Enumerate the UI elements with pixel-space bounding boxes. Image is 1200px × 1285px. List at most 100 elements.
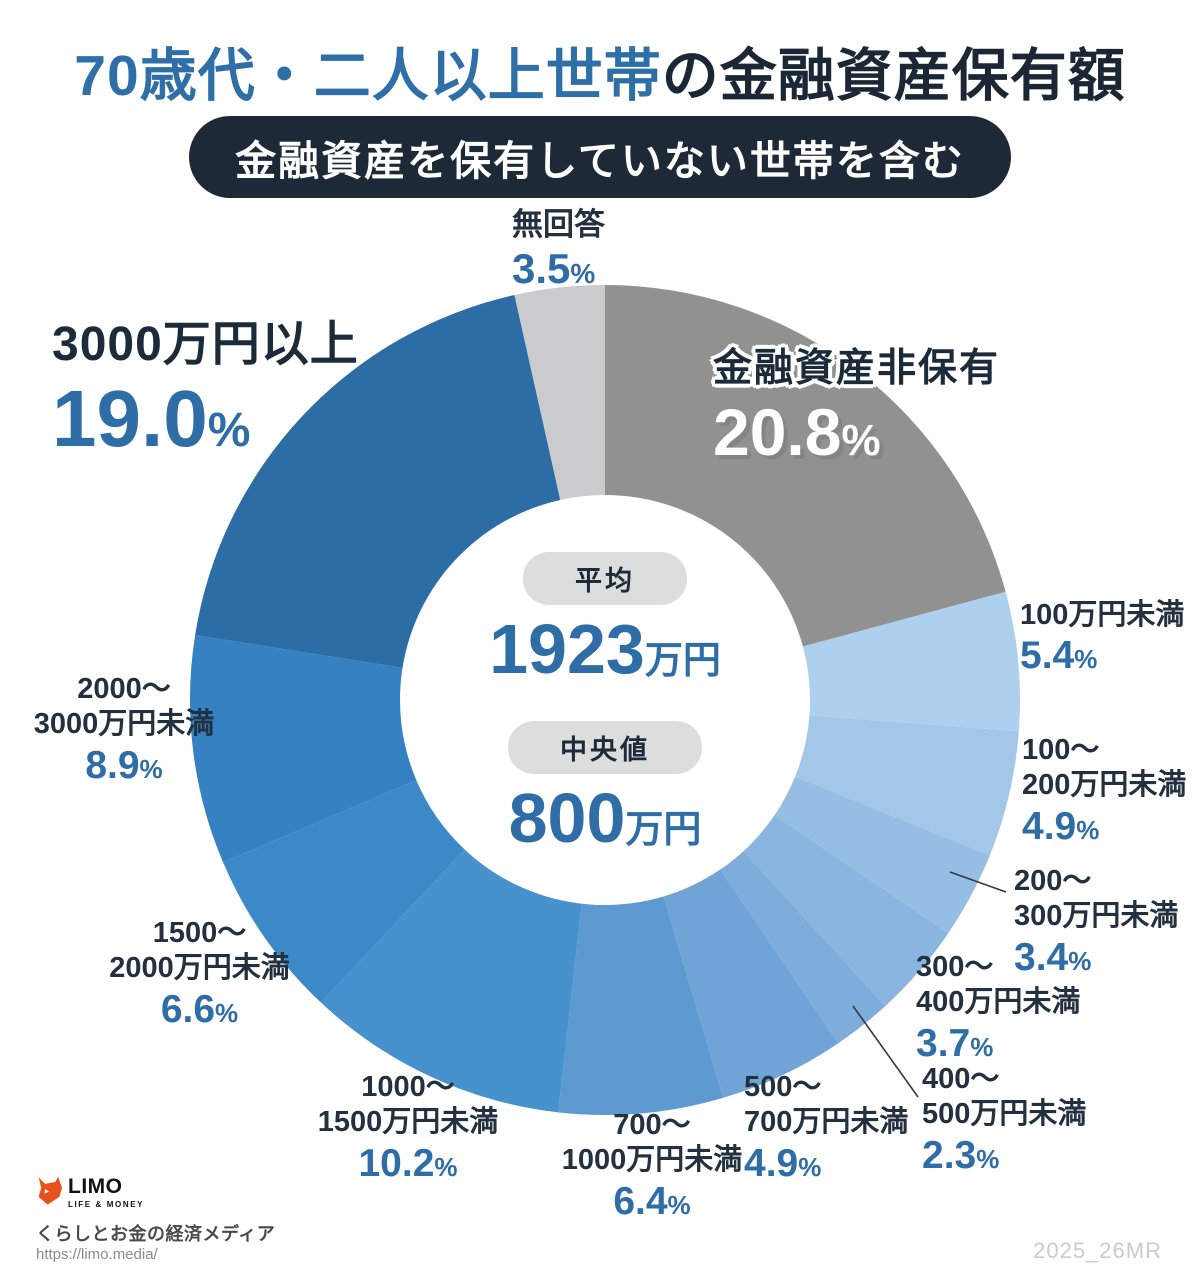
- callout-label: 300〜 400万円未満: [916, 950, 1080, 1021]
- callout-label-line1: 200〜: [1014, 865, 1092, 897]
- donut-slice-8: [320, 849, 582, 1113]
- logo-text: LIMO: [68, 1175, 123, 1198]
- donut-slice-12: [514, 285, 605, 500]
- callout-label: 400〜 500万円未満: [922, 1062, 1086, 1133]
- donut-slice-6: [663, 869, 839, 1098]
- callout-label: 500〜 700万円未満: [744, 1070, 908, 1141]
- callout-value: 4.9: [1022, 804, 1077, 848]
- callout-label-line2: 2000万円未満: [109, 952, 290, 985]
- title-rest: の金融資産保有額: [661, 44, 1126, 108]
- callout-label-line2: 3000万円未満: [33, 708, 215, 741]
- callout-under-100: 100万円未満 5.4%: [1020, 598, 1184, 680]
- callout-value: 8.9: [85, 743, 140, 787]
- percent-sign: %: [1076, 814, 1100, 845]
- callout-300-400: 300〜 400万円未満 3.7%: [916, 950, 1080, 1068]
- watermark: 2025_26MR: [1033, 1238, 1162, 1263]
- callout-100-200: 100〜 200万円未満 4.9%: [1022, 733, 1186, 851]
- callout-value: 20.8: [713, 394, 842, 469]
- callout-over-3000: 3000万円以上 19.0%: [52, 316, 359, 463]
- percent-sign: %: [970, 1031, 994, 1062]
- callout-200-300: 200〜 300万円未満 3.4%: [1014, 864, 1178, 982]
- subtitle-badge: 金融資産を保有していない世帯を含む: [189, 116, 1011, 198]
- callout-value: 4.9: [744, 1141, 799, 1185]
- leader-lines: [852, 871, 1007, 1098]
- callout-label: 100〜 200万円未満: [1022, 733, 1186, 804]
- donut-slice-3: [774, 776, 990, 934]
- callout-label-line2: 1000万円未満: [561, 1144, 743, 1177]
- callout-label-line1: 400〜: [922, 1063, 1000, 1095]
- mean-value: 1923万円: [405, 610, 805, 688]
- footer-url: https://limo.media/: [36, 1246, 158, 1263]
- callout-value: 6.4: [613, 1179, 668, 1223]
- percent-sign: %: [570, 257, 596, 289]
- percent-sign: %: [841, 415, 881, 465]
- callout-500-700: 500〜 700万円未満 4.9%: [744, 1070, 908, 1188]
- percent-sign: %: [215, 997, 239, 1028]
- median-value: 800万円: [405, 778, 805, 857]
- page-title: 70歳代・二人以上世帯の金融資産保有額: [0, 30, 1200, 112]
- callout-label-line2: 700万円未満: [744, 1106, 909, 1139]
- callout-label-line2: 1500万円未満: [317, 1106, 499, 1139]
- donut-slice-9: [223, 780, 465, 1003]
- callout-label-line2: 500万円未満: [922, 1098, 1087, 1131]
- donut-slice-1: [802, 591, 1020, 732]
- callout-value: 3.7: [916, 1021, 971, 1065]
- subtitle-wrap: 金融資産を保有していない世帯を含む: [0, 116, 1200, 198]
- callout-label: 1000〜 1500万円未満: [300, 1070, 516, 1141]
- percent-sign: %: [1074, 644, 1098, 675]
- donut-slice-7: [558, 896, 724, 1116]
- footer-tagline: くらしとお金の経済メディア: [36, 1224, 276, 1244]
- callout-label: 金融資産非保有: [713, 347, 1001, 390]
- donut-slices: [189, 285, 1020, 1116]
- median-number: 800: [508, 778, 626, 857]
- callout-label: 200〜 300万円未満: [1014, 864, 1178, 935]
- center-summary: 平均 1923万円 中央値 800万円: [405, 552, 805, 855]
- callout-label: 700〜 1000万円未満: [552, 1108, 752, 1179]
- logo-subtext: LIFE & MONEY: [68, 1200, 145, 1209]
- callout-label-line2: 300万円未満: [1014, 900, 1179, 933]
- callout-value: 5.4: [1020, 634, 1075, 678]
- mean-unit: 万円: [644, 640, 721, 682]
- callout-value: 6.6: [160, 987, 216, 1031]
- callout-1000-1500: 1000〜 1500万円未満 10.2%: [300, 1070, 516, 1188]
- percent-sign: %: [434, 1151, 458, 1182]
- callout-no-answer: 無回答 3.5%: [512, 206, 605, 294]
- mean-number: 1923: [489, 610, 645, 688]
- donut-slice-4: [743, 815, 949, 1007]
- callout-label: 2000〜 3000万円未満: [22, 672, 226, 743]
- callout-label: 100万円未満: [1020, 599, 1185, 631]
- title-highlight: 70歳代・二人以上世帯: [74, 44, 662, 108]
- callout-label-line2: 200万円未満: [1022, 769, 1187, 802]
- callout-label-line1: 700〜: [613, 1109, 691, 1141]
- percent-sign: %: [1068, 945, 1092, 976]
- donut-slice-2: [795, 715, 1019, 856]
- percent-sign: %: [207, 403, 251, 457]
- callout-label-line1: 100〜: [1022, 734, 1100, 766]
- callout-value: 19.0: [52, 373, 208, 463]
- callout-label: 無回答: [512, 207, 605, 242]
- callout-value: 3.4: [1014, 935, 1069, 979]
- mean-pill: 平均: [523, 552, 687, 605]
- callout-label: 1500〜 2000万円未満: [92, 916, 307, 987]
- percent-sign: %: [139, 753, 163, 784]
- callout-label: 3000万円以上: [52, 318, 359, 371]
- callout-label-line1: 1000〜: [361, 1071, 455, 1103]
- callout-value: 10.2: [358, 1141, 435, 1185]
- leader-line-200-300: [949, 871, 1007, 893]
- callout-400-500: 400〜 500万円未満 2.3%: [922, 1062, 1086, 1180]
- callout-value: 2.3: [922, 1133, 977, 1177]
- percent-sign: %: [976, 1143, 1000, 1174]
- donut-slice-0: [605, 285, 1006, 647]
- median-unit: 万円: [625, 808, 702, 851]
- callout-value: 3.5: [512, 244, 571, 292]
- callout-1500-2000: 1500〜 2000万円未満 6.6%: [92, 916, 307, 1034]
- donut-slice-5: [720, 851, 886, 1044]
- donut-slice-11: [195, 294, 561, 668]
- callout-700-1000: 700〜 1000万円未満 6.4%: [552, 1108, 752, 1226]
- donut-slice-10: [189, 635, 417, 863]
- callout-label-line1: 2000〜: [77, 673, 171, 705]
- percent-sign: %: [798, 1151, 822, 1182]
- percent-sign: %: [667, 1189, 691, 1220]
